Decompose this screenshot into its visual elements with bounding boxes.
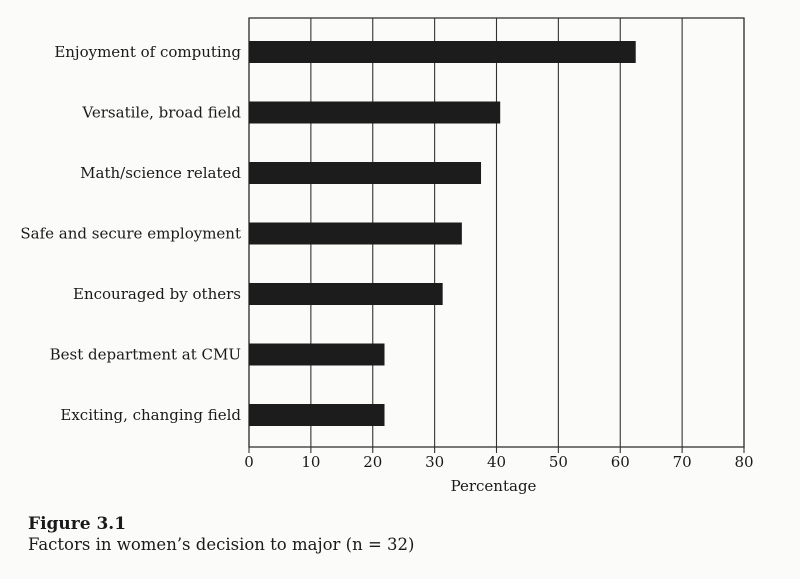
category-label: Versatile, broad field xyxy=(81,104,241,122)
figure-title: Factors in women’s decision to major (n … xyxy=(28,535,415,555)
x-tick-label: 10 xyxy=(301,453,320,471)
category-label: Safe and secure employment xyxy=(20,225,241,243)
x-tick-label: 60 xyxy=(611,453,630,471)
bar xyxy=(249,101,501,124)
x-axis-label: Percentage xyxy=(451,477,537,495)
bar xyxy=(249,404,385,426)
category-label: Enjoyment of computing xyxy=(54,43,241,61)
gridlines xyxy=(248,17,745,453)
x-tick-label: 0 xyxy=(244,453,254,471)
bar xyxy=(249,162,482,184)
bars xyxy=(249,41,636,426)
category-label: Best department at CMU xyxy=(50,346,241,364)
category-label: Exciting, changing field xyxy=(60,406,241,424)
category-label: Math/science related xyxy=(80,164,241,182)
x-tick-label: 30 xyxy=(425,453,444,471)
category-label: Encouraged by others xyxy=(73,285,241,303)
figure-label: Figure 3.1 xyxy=(28,514,127,534)
category-labels: Enjoyment of computing Versatile, broad f… xyxy=(20,43,241,424)
bar xyxy=(249,222,462,245)
bar xyxy=(249,343,385,366)
x-tick-labels: 0 10 20 30 40 50 60 70 80 xyxy=(244,453,753,471)
x-tick-label: 50 xyxy=(549,453,568,471)
x-tick-label: 20 xyxy=(363,453,382,471)
bar xyxy=(249,283,443,305)
x-tick-label: 40 xyxy=(487,453,506,471)
bar xyxy=(249,41,636,63)
figure-caption: Figure 3.1 Factors in women’s decision t… xyxy=(28,514,414,556)
x-tick-label: 70 xyxy=(673,453,692,471)
x-tick-label: 80 xyxy=(734,453,753,471)
